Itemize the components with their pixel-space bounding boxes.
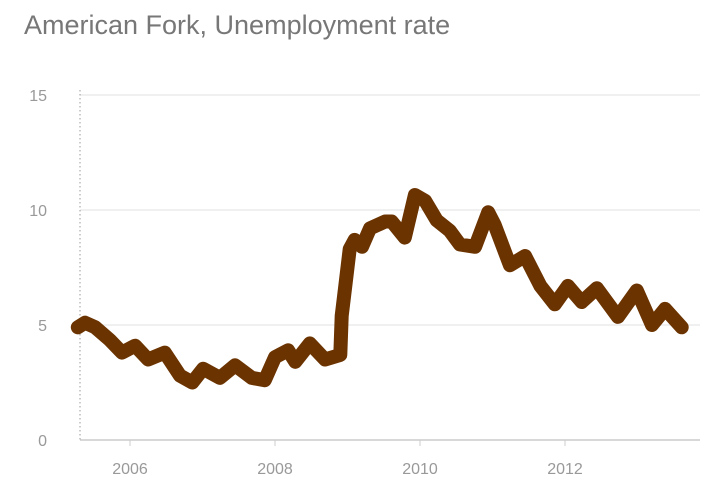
- y-tick-label: 5: [38, 318, 47, 335]
- y-tick-label: 10: [29, 203, 47, 220]
- chart-title: American Fork, Unemployment rate: [24, 10, 451, 40]
- x-tick-label: 2006: [112, 461, 148, 478]
- x-tick-label: 2012: [547, 461, 583, 478]
- series-line: [70, 188, 689, 390]
- y-tick-label: 0: [38, 433, 47, 450]
- x-tick-label: 2010: [402, 461, 438, 478]
- y-tick-label: 15: [29, 88, 47, 105]
- x-tick-label: 2008: [257, 461, 293, 478]
